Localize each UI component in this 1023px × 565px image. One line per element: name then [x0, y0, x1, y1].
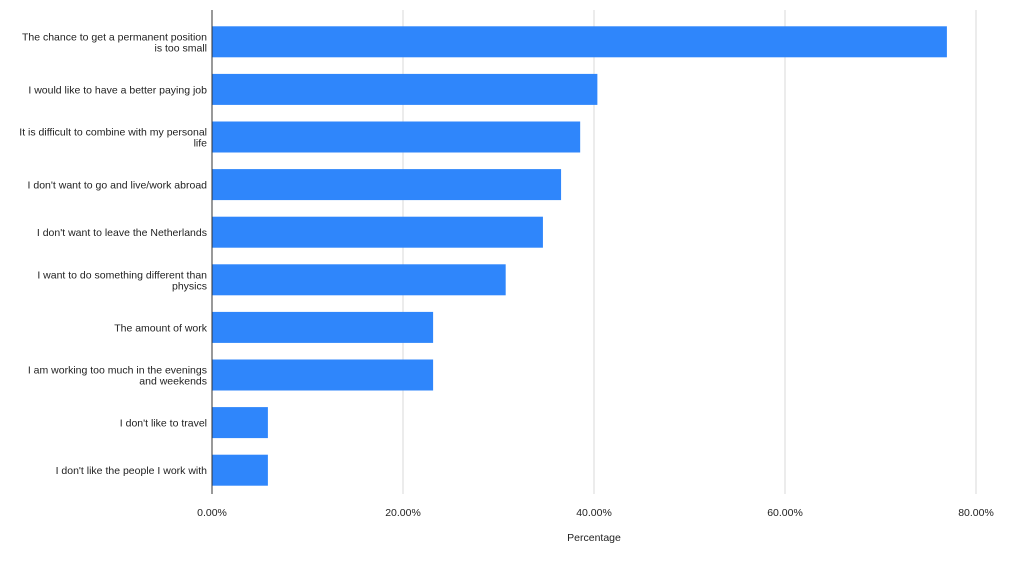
- category-label: It is difficult to combine with my perso…: [19, 127, 207, 150]
- bar: [212, 454, 268, 486]
- bar: [212, 169, 562, 201]
- category-label-line: It is difficult to combine with my perso…: [19, 127, 207, 139]
- category-label: I don't want to leave the Netherlands: [37, 227, 207, 239]
- x-tick-label: 60.00%: [767, 507, 803, 519]
- bar: [212, 121, 581, 153]
- category-label: I don't want to go and live/work abroad: [28, 180, 208, 192]
- category-label: I would like to have a better paying job: [28, 84, 207, 96]
- category-label-line: I want to do something different than: [37, 269, 207, 281]
- category-label: I am working too much in the evenings and…: [28, 365, 207, 388]
- category-label: I don't like the people I work with: [56, 465, 208, 477]
- category-label: I don't like to travel: [120, 418, 207, 430]
- bar: [212, 73, 598, 105]
- category-label-line: is too small: [154, 42, 207, 54]
- bar: [212, 311, 434, 343]
- category-label-line: I don't like the people I work with: [56, 465, 208, 477]
- category-label-line: and weekends: [139, 376, 207, 388]
- category-label: The amount of work: [114, 322, 208, 334]
- category-label-line: I would like to have a better paying job: [28, 84, 207, 96]
- category-label-line: physics: [172, 280, 207, 292]
- category-label-line: The chance to get a permanent position: [22, 31, 207, 43]
- bar: [212, 26, 947, 58]
- category-labels: The chance to get a permanent position is…: [19, 31, 207, 477]
- category-label: I want to do something different than phy…: [37, 269, 207, 292]
- x-tick-label: 80.00%: [958, 507, 994, 519]
- x-tick-label: 40.00%: [576, 507, 612, 519]
- x-axis: 0.00% 20.00% 40.00% 60.00% 80.00%: [197, 507, 994, 519]
- x-tick-label: 0.00%: [197, 507, 227, 519]
- x-axis-title: Percentage: [567, 532, 621, 544]
- category-label: The chance to get a permanent position is…: [22, 31, 207, 54]
- category-label-line: I am working too much in the evenings: [28, 365, 207, 377]
- category-label-line: I don't want to go and live/work abroad: [28, 180, 208, 192]
- category-label-line: The amount of work: [114, 322, 208, 334]
- bar: [212, 264, 506, 296]
- bar: [212, 216, 543, 248]
- bars: [212, 26, 947, 486]
- category-label-line: I don't like to travel: [120, 418, 207, 430]
- x-tick-label: 20.00%: [385, 507, 421, 519]
- category-label-line: life: [194, 138, 208, 150]
- category-label-line: I don't want to leave the Netherlands: [37, 227, 207, 239]
- bar: [212, 407, 268, 439]
- bar: [212, 359, 434, 391]
